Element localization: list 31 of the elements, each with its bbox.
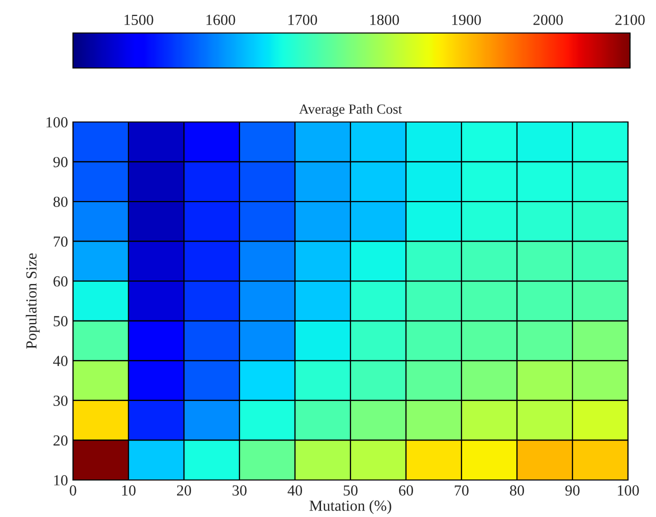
x-axis-title: Mutation (%) <box>310 500 392 514</box>
y-tick-label: 10 <box>54 475 68 486</box>
x-tick-label: 70 <box>454 485 469 496</box>
x-tick-label: 30 <box>232 485 247 496</box>
y-tick-label: 40 <box>53 356 68 366</box>
y-tick-label: 70 <box>54 236 68 247</box>
y-tick-label: 90 <box>53 156 68 168</box>
y-tick-label: 80 <box>53 196 68 208</box>
color-bar-label: 1700 <box>288 14 318 26</box>
color-bar-label: 2000 <box>533 14 563 26</box>
y-tick-label: 30 <box>54 396 68 406</box>
x-tick-label: 100 <box>618 485 639 496</box>
color-bar-label: 1500 <box>124 14 154 26</box>
x-tick-label: 20 <box>177 485 192 496</box>
color-bar-label: 2100 <box>615 14 645 26</box>
y-axis-title: Population Size <box>26 253 40 349</box>
x-tick-label: 10 <box>122 485 136 496</box>
x-tick-label: 90 <box>565 485 580 496</box>
color-bar-label: 1800 <box>370 14 399 26</box>
x-tick-label: 80 <box>510 485 524 496</box>
color-bar-label: 1600 <box>206 14 236 26</box>
x-tick-label: 50 <box>344 485 358 496</box>
x-tick-label: 60 <box>399 485 414 496</box>
y-tick-label: 60 <box>54 276 68 287</box>
x-tick-label: 40 <box>288 485 302 496</box>
y-tick-label: 100 <box>46 117 68 128</box>
chart-title: Average Path Cost <box>299 104 402 117</box>
color-bar-label: 1900 <box>452 14 481 26</box>
y-tick-label: 50 <box>54 316 68 326</box>
x-tick-label: 0 <box>70 485 76 496</box>
y-tick-label: 20 <box>54 435 68 446</box>
